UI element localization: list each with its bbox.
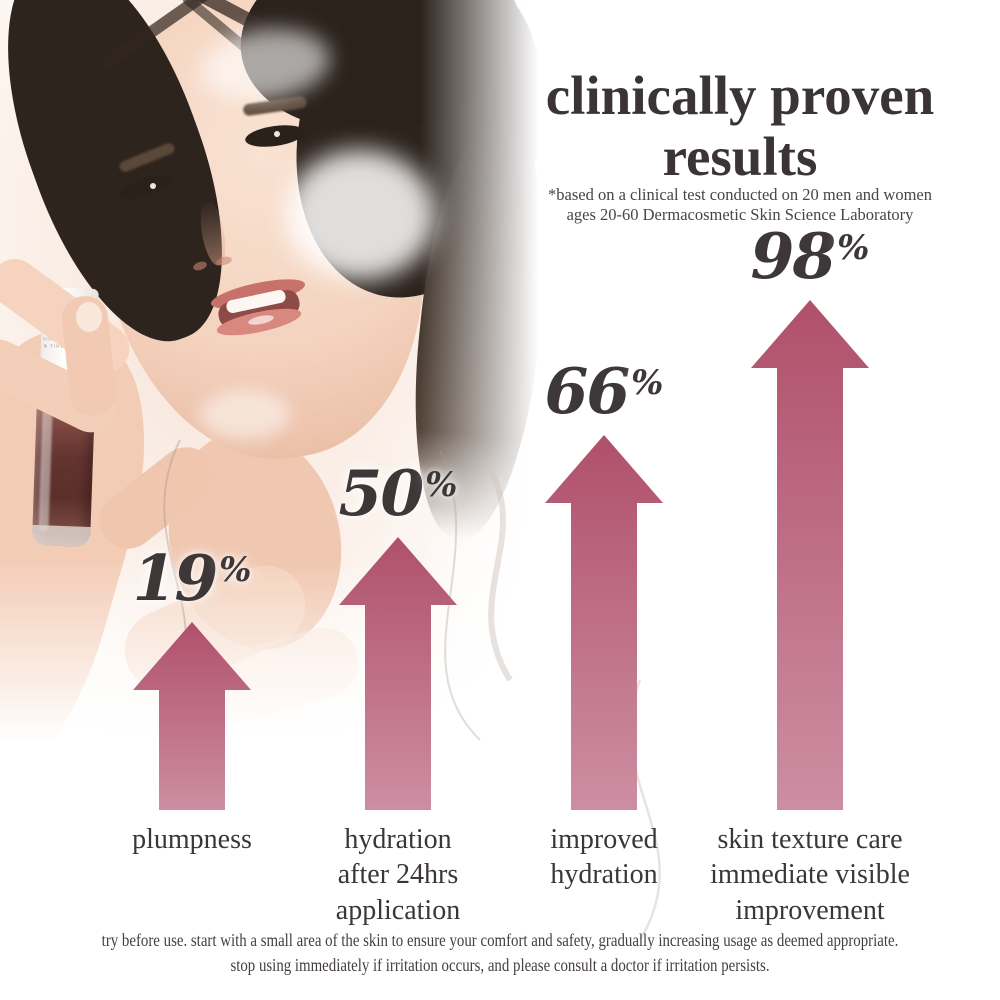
result-label-plumpness: plumpness	[132, 824, 252, 855]
bottle-glass-bottom	[31, 524, 91, 547]
percent-sign: %	[425, 465, 458, 505]
percent-sign: %	[631, 363, 664, 403]
cheek-highlight	[285, 150, 435, 280]
model-photo: applewinelip oil SOFTENING & TINTING	[0, 0, 560, 790]
percent-sign: %	[219, 550, 252, 590]
arrow-improved-hydration	[545, 435, 663, 810]
result-value-skin-texture: 98%	[700, 225, 920, 288]
chin-highlight	[200, 390, 290, 440]
usage-warning: try before use. start with a small area …	[101, 930, 899, 976]
percent-number: 66	[544, 354, 631, 428]
result-label-skin-texture: skin texture care immediate visible impr…	[710, 824, 910, 926]
arrow-plumpness	[133, 622, 251, 810]
percent-number: 50	[338, 456, 425, 530]
fingernail-shape	[76, 302, 102, 332]
result-value-improved-hydration: 66%	[494, 360, 714, 423]
percent-sign: %	[837, 228, 870, 268]
eye-glint	[274, 131, 280, 137]
arrow-hydration-24hrs	[339, 537, 457, 810]
result-value-hydration-24hrs: 50%	[288, 462, 508, 525]
photo-fade	[420, 0, 560, 790]
percent-number: 19	[132, 541, 219, 615]
arrow-skin-texture	[751, 300, 869, 810]
result-value-plumpness: 19%	[82, 547, 302, 610]
result-label-improved-hydration: improved hydration	[550, 824, 658, 891]
clinical-disclaimer: *based on a clinical test conducted on 2…	[548, 184, 932, 225]
percent-number: 98	[750, 219, 837, 293]
result-label-hydration-24hrs: hydration after 24hrs application	[335, 824, 461, 926]
page-title: clinically proven results	[545, 64, 935, 188]
eye-glint	[150, 183, 156, 189]
